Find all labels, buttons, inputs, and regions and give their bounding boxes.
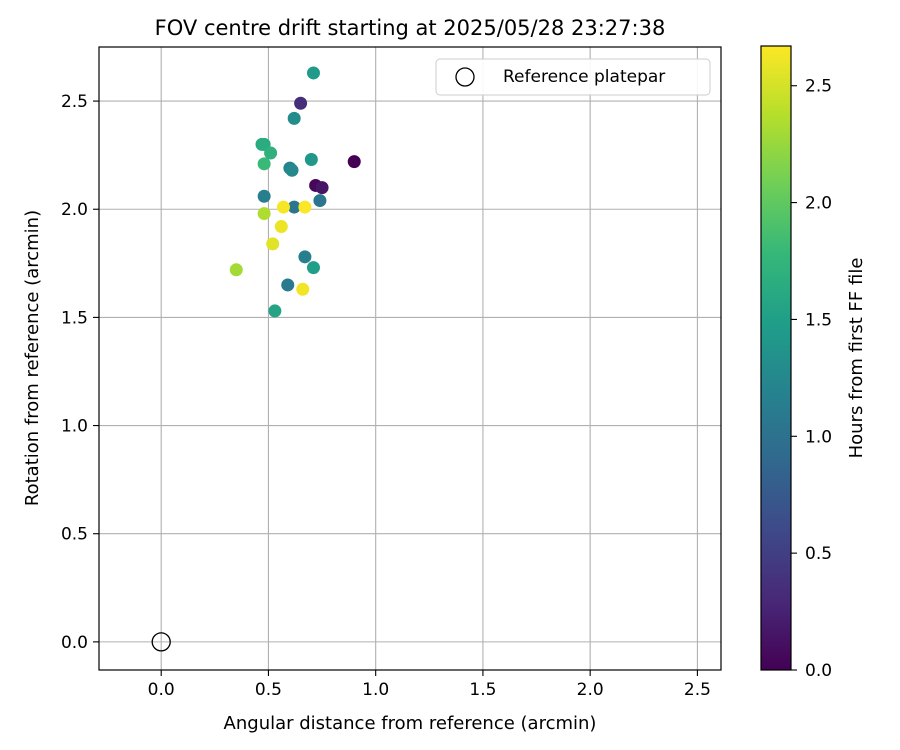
y-tick-label: 2.5 [61, 92, 88, 112]
colorbar-tick-label: 1.0 [805, 427, 832, 447]
scatter-point [296, 282, 310, 296]
x-tick-label: 1.5 [469, 680, 496, 700]
colorbar-tick-label: 1.5 [805, 310, 832, 330]
y-tick-label: 0.0 [61, 633, 88, 653]
colorbar-gradient [760, 45, 792, 671]
scatter-point [304, 152, 318, 166]
scatter-point [268, 304, 282, 318]
scatter-point [264, 146, 278, 160]
scatter-point [298, 200, 312, 214]
scatter-point [257, 189, 271, 203]
scatter-point [294, 96, 308, 110]
y-tick-label: 2.0 [61, 200, 88, 220]
y-axis-ticks: 0.0 0.5 1.0 1.5 2.0 2.5 [61, 92, 99, 653]
x-axis-label: Angular distance from reference (arcmin) [224, 713, 597, 734]
scatter-point [298, 250, 312, 264]
scatter-point [266, 237, 280, 251]
x-tick-label: 2.0 [577, 680, 604, 700]
scatter-point [276, 200, 290, 214]
scatter-point [274, 220, 288, 234]
legend-box [435, 58, 711, 96]
y-tick-label: 1.5 [61, 308, 88, 328]
x-axis-ticks: 0.0 0.5 1.0 1.5 2.0 2.5 [148, 670, 711, 700]
legend-label: Reference platepar [503, 67, 665, 87]
scatter-point [257, 207, 271, 221]
reference-platepar-marker [151, 632, 171, 652]
scatter-point [306, 261, 320, 275]
scatter-point [281, 278, 295, 292]
scatter-points [229, 66, 361, 318]
plot-frame [98, 46, 722, 671]
y-tick-label: 1.0 [61, 417, 88, 437]
grid [99, 47, 721, 670]
x-tick-label: 2.5 [684, 680, 711, 700]
colorbar-tick-label: 0.0 [805, 661, 832, 681]
scatter-point [287, 200, 301, 214]
legend-marker [455, 67, 475, 87]
y-tick-label: 0.5 [61, 525, 88, 545]
legend: Reference platepar [435, 58, 711, 96]
scatter-point [313, 194, 327, 208]
colorbar-label: Hours from first FF file [846, 258, 867, 459]
x-tick-label: 0.5 [255, 680, 282, 700]
colorbar-tick-label: 0.5 [805, 544, 832, 564]
scatter-point [306, 66, 320, 80]
x-tick-label: 0.0 [148, 680, 175, 700]
scatter-point [257, 157, 271, 171]
x-tick-label: 1.0 [362, 680, 389, 700]
scatter-point [347, 155, 361, 169]
scatter-point [287, 111, 301, 125]
y-axis-label: Rotation from reference (arcmin) [22, 210, 43, 506]
scatter-point [229, 263, 243, 277]
colorbar-tick-label: 2.5 [805, 77, 832, 97]
colorbar-ticks: 0.0 0.5 1.0 1.5 2.0 2.5 [791, 77, 832, 681]
chart-title: FOV centre drift starting at 2025/05/28 … [155, 16, 666, 40]
colorbar-tick-label: 2.0 [805, 194, 832, 214]
scatter-point [285, 163, 299, 177]
colorbar: 0.0 0.5 1.0 1.5 2.0 2.5 Hours from first FF f… [760, 45, 867, 681]
scatter-point [315, 181, 329, 195]
